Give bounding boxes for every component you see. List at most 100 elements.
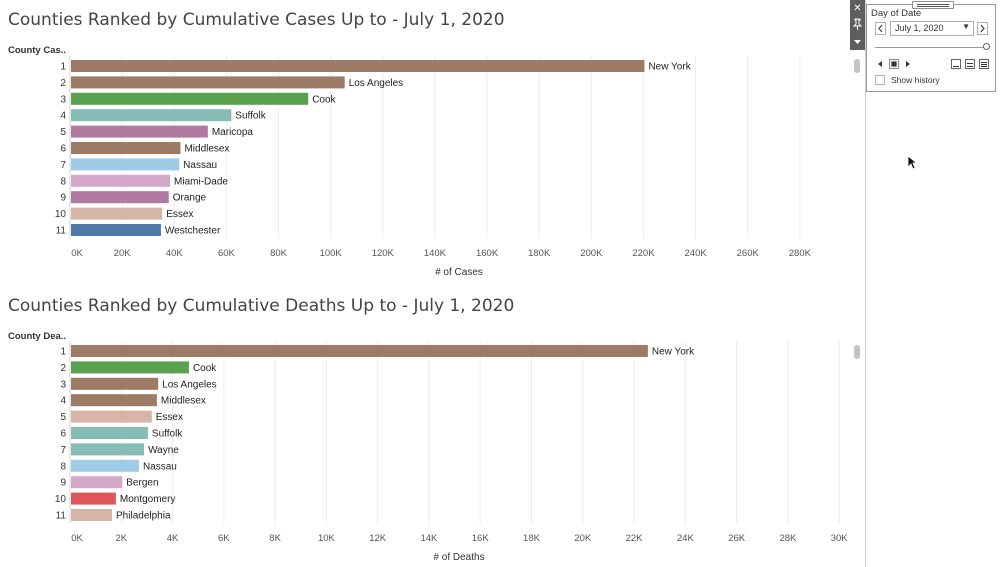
stop-icon[interactable]: [889, 59, 899, 69]
date-select[interactable]: July 1, 2020 ▼: [890, 21, 974, 36]
x-tick-label: 14K: [420, 533, 438, 544]
cases-scrollbar[interactable]: [854, 59, 860, 73]
bar-label: Bergen: [126, 478, 158, 489]
bar-label: New York: [648, 62, 691, 73]
rank-label: 11: [56, 511, 67, 522]
x-tick-label: 280K: [789, 248, 812, 259]
slider-fill: [875, 47, 987, 48]
show-history-checkbox[interactable]: [875, 75, 885, 85]
bar[interactable]: [71, 207, 163, 220]
x-tick-label: 220K: [632, 248, 655, 259]
caret-down-icon: ▼: [962, 22, 970, 31]
x-axis-title: # of Deaths: [433, 552, 484, 563]
bar-label: Nassau: [183, 160, 217, 171]
bar[interactable]: [71, 76, 345, 89]
bar[interactable]: [71, 345, 648, 357]
rank-label: 1: [60, 347, 66, 358]
bar-label: Cook: [312, 94, 336, 105]
rank-label: 6: [60, 429, 66, 440]
cases-bar-chart[interactable]: 0K 20K 40K 60K 80K 100K 120K 140K 160K 180K 200K 22…: [0, 0, 865, 285]
bar-label: Essex: [156, 412, 183, 423]
rank-label: 5: [60, 127, 66, 138]
bar[interactable]: [71, 158, 180, 171]
deaths-bar-chart[interactable]: 0K 2K 4K 6K 8K 10K 12K 14K 16K 18K 20K 22K 24K 26K 28K…: [0, 285, 865, 567]
deaths-rank-header[interactable]: County Dea..: [8, 331, 67, 342]
x-tick-label: 2K: [115, 533, 127, 544]
bar[interactable]: [71, 191, 169, 204]
rank-label: 7: [60, 160, 66, 171]
bar[interactable]: [71, 509, 113, 521]
x-tick-label: 120K: [372, 248, 395, 259]
bar[interactable]: [71, 60, 645, 72]
bar[interactable]: [71, 224, 161, 236]
deaths-chart-title: Counties Ranked by Cumulative Deaths Up …: [8, 296, 515, 316]
bar-label: Suffolk: [235, 111, 266, 122]
drag-handle[interactable]: [912, 1, 954, 9]
cases-rank-header[interactable]: County Cas..: [8, 45, 67, 56]
bar[interactable]: [71, 142, 181, 154]
pin-icon[interactable]: [850, 17, 865, 32]
bar[interactable]: [71, 125, 208, 138]
cases-chart-title: Counties Ranked by Cumulative Cases Up t…: [8, 10, 505, 30]
slider-thumb[interactable]: [983, 43, 990, 50]
bar-label: Orange: [173, 193, 207, 204]
bar[interactable]: [71, 410, 152, 423]
x-axis-title: # of Cases: [435, 267, 483, 278]
rank-label: 4: [60, 396, 66, 407]
bar[interactable]: [71, 443, 145, 456]
rank-label: 11: [56, 226, 67, 237]
day-of-date-filter: Day of Date July 1, 2020 ▼ Show history: [866, 4, 996, 92]
x-tick-label: 4K: [167, 533, 179, 544]
rank-label: 4: [60, 111, 66, 122]
step-back-icon[interactable]: [875, 59, 885, 69]
rank-label: 8: [60, 461, 66, 472]
bar[interactable]: [71, 492, 116, 505]
speed-medium-icon[interactable]: [965, 59, 975, 69]
bar[interactable]: [71, 427, 148, 439]
chevron-right-icon[interactable]: [977, 22, 988, 35]
bar[interactable]: [71, 109, 232, 122]
x-tick-label: 16K: [472, 533, 490, 544]
dropdown-menu-icon[interactable]: [850, 34, 865, 49]
x-tick-label: 26K: [728, 533, 746, 544]
x-tick-label: 28K: [779, 533, 797, 544]
bar[interactable]: [71, 394, 157, 407]
x-tick-label: 80K: [270, 248, 288, 259]
chevron-left-icon[interactable]: [875, 22, 886, 35]
play-icon[interactable]: [903, 59, 913, 69]
bar-label: Suffolk: [152, 429, 183, 440]
x-tick-label: 22K: [626, 533, 644, 544]
x-tick-label: 180K: [528, 248, 551, 259]
date-slider[interactable]: [875, 43, 990, 50]
bar[interactable]: [71, 377, 159, 390]
panel-divider: [865, 0, 866, 567]
x-tick-label: 240K: [685, 248, 708, 259]
filter-toolstrip: ✕: [850, 0, 865, 50]
speed-slow-icon[interactable]: [951, 59, 961, 69]
x-tick-label: 18K: [523, 533, 541, 544]
rank-label: 2: [60, 363, 66, 374]
speed-fast-icon[interactable]: [979, 59, 989, 69]
x-tick-label: 140K: [424, 248, 447, 259]
bar-label: Cook: [193, 363, 217, 374]
x-tick-label: 8K: [269, 533, 281, 544]
bar-label: Los Angeles: [349, 78, 404, 89]
bar[interactable]: [71, 92, 309, 105]
x-tick-label: 30K: [831, 533, 849, 544]
x-tick-label: 100K: [320, 248, 343, 259]
x-tick-label: 60K: [218, 248, 236, 259]
bar-label: Miami-Dade: [174, 176, 228, 187]
bar[interactable]: [71, 174, 171, 187]
x-tick-label: 20K: [114, 248, 132, 259]
x-tick-label: 160K: [476, 248, 499, 259]
x-tick-label: 260K: [737, 248, 760, 259]
rank-label: 1: [60, 62, 66, 73]
bar[interactable]: [71, 459, 139, 472]
bar[interactable]: [71, 476, 123, 489]
x-tick-label: 10K: [318, 533, 336, 544]
x-tick-label: 0K: [71, 533, 83, 544]
bar[interactable]: [71, 361, 189, 374]
selected-date: July 1, 2020: [895, 23, 944, 33]
close-icon[interactable]: ✕: [853, 3, 862, 14]
deaths-scrollbar[interactable]: [854, 345, 860, 359]
